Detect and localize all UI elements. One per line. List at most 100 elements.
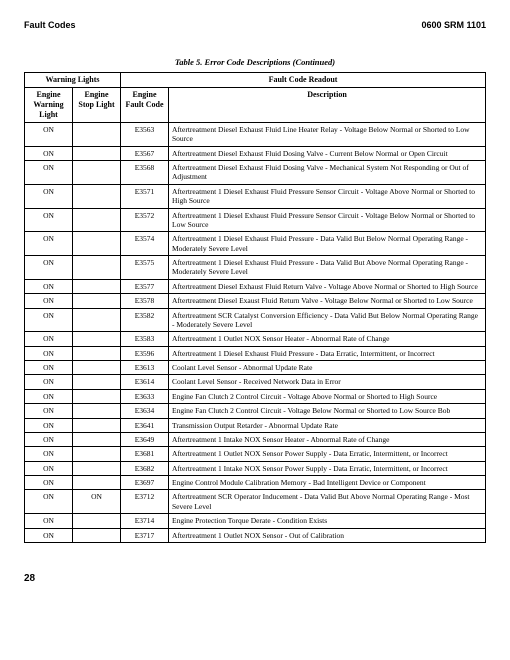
th-description: Description xyxy=(169,87,486,122)
cell-warning: ON xyxy=(25,404,73,418)
header-row-groups: Warning Lights Fault Code Readout xyxy=(25,72,486,87)
cell-stop xyxy=(73,447,121,461)
fault-codes-table: Warning Lights Fault Code Readout Engine… xyxy=(24,72,486,543)
cell-warning: ON xyxy=(25,332,73,346)
cell-description: Aftertreatment SCR Operator Inducement -… xyxy=(169,490,486,514)
table-row: ONE3613Coolant Level Sensor - Abnormal U… xyxy=(25,361,486,375)
cell-stop xyxy=(73,294,121,308)
header-right: 0600 SRM 1101 xyxy=(421,20,486,31)
cell-code: E3717 xyxy=(121,528,169,542)
cell-stop xyxy=(73,332,121,346)
table-row: ONE3567Aftertreatment Diesel Exhaust Flu… xyxy=(25,146,486,160)
cell-description: Aftertreatment 1 Intake NOX Sensor Power… xyxy=(169,461,486,475)
table-row: ON E3681Aftertreatment 1 Outlet NOX Senso… xyxy=(25,447,486,461)
cell-stop xyxy=(73,389,121,403)
table-row: ON E3577Aftertreatment Diesel Exhaust Flu… xyxy=(25,279,486,293)
cell-description: Coolant Level Sensor - Abnormal Update R… xyxy=(169,361,486,375)
cell-stop xyxy=(73,279,121,293)
cell-warning: ON xyxy=(25,308,73,332)
cell-stop xyxy=(73,432,121,446)
table-row: ONE3714Engine Protection Torque Derate -… xyxy=(25,514,486,528)
table-row: ONE3583Aftertreatment 1 Outlet NOX Senso… xyxy=(25,332,486,346)
cell-warning: ON xyxy=(25,184,73,208)
th-fault-readout: Fault Code Readout xyxy=(121,72,486,87)
cell-stop xyxy=(73,208,121,232)
table-row: ONE3614Coolant Level Sensor - Received N… xyxy=(25,375,486,389)
cell-warning: ON xyxy=(25,279,73,293)
cell-description: Aftertreatment 1 Outlet NOX Sensor Power… xyxy=(169,447,486,461)
table-row: ONE3563Aftertreatment Diesel Exhaust Flu… xyxy=(25,122,486,146)
header-left: Fault Codes xyxy=(24,20,76,31)
cell-code: E3641 xyxy=(121,418,169,432)
cell-stop xyxy=(73,146,121,160)
cell-code: E3633 xyxy=(121,389,169,403)
cell-description: Aftertreatment 1 Diesel Exhaust Fluid Pr… xyxy=(169,208,486,232)
table-row: ON E3578Aftertreatment Diesel Exaust Flui… xyxy=(25,294,486,308)
cell-stop xyxy=(73,361,121,375)
cell-description: Aftertreatment Diesel Exaust Fluid Retur… xyxy=(169,294,486,308)
cell-description: Engine Control Module Calibration Memory… xyxy=(169,476,486,490)
th-engine-warning: Engine Warning Light xyxy=(25,87,73,122)
cell-stop xyxy=(73,232,121,256)
cell-stop xyxy=(73,375,121,389)
table-row: ON E3572Aftertreatment 1 Diesel Exhaust F… xyxy=(25,208,486,232)
table-row: ON E3582Aftertreatment SCR Catalyst Conve… xyxy=(25,308,486,332)
cell-warning: ON xyxy=(25,161,73,185)
cell-description: Aftertreatment Diesel Exhaust Fluid Retu… xyxy=(169,279,486,293)
cell-code: E3649 xyxy=(121,432,169,446)
cell-stop xyxy=(73,528,121,542)
cell-description: Aftertreatment 1 Diesel Exhaust Fluid Pr… xyxy=(169,346,486,360)
header-row-cols: Engine Warning Light Engine Stop Light E… xyxy=(25,87,486,122)
cell-code: E3563 xyxy=(121,122,169,146)
table-row: ONE3575Aftertreatment 1 Diesel Exhaust F… xyxy=(25,256,486,280)
cell-code: E3568 xyxy=(121,161,169,185)
cell-description: Aftertreatment SCR Catalyst Conversion E… xyxy=(169,308,486,332)
table-row: ONE3634Engine Fan Clutch 2 Control Circu… xyxy=(25,404,486,418)
cell-warning: ON xyxy=(25,346,73,360)
cell-description: Aftertreatment 1 Diesel Exhaust Fluid Pr… xyxy=(169,256,486,280)
cell-warning: ON xyxy=(25,208,73,232)
cell-description: Aftertreatment 1 Diesel Exhaust Fluid Pr… xyxy=(169,184,486,208)
cell-warning: ON xyxy=(25,514,73,528)
cell-description: Transmission Output Retarder - Abnormal … xyxy=(169,418,486,432)
cell-code: E3582 xyxy=(121,308,169,332)
cell-description: Engine Fan Clutch 2 Control Circuit - Vo… xyxy=(169,404,486,418)
cell-warning: ON xyxy=(25,447,73,461)
cell-warning: ON xyxy=(25,528,73,542)
cell-code: E3577 xyxy=(121,279,169,293)
cell-stop xyxy=(73,308,121,332)
cell-warning: ON xyxy=(25,294,73,308)
th-engine-stop: Engine Stop Light xyxy=(73,87,121,122)
cell-warning: ON xyxy=(25,146,73,160)
cell-warning: ON xyxy=(25,432,73,446)
cell-warning: ON xyxy=(25,461,73,475)
cell-code: E3583 xyxy=(121,332,169,346)
cell-code: E3575 xyxy=(121,256,169,280)
cell-code: E3578 xyxy=(121,294,169,308)
cell-stop xyxy=(73,256,121,280)
cell-code: E3714 xyxy=(121,514,169,528)
th-fault-code: Engine Fault Code xyxy=(121,87,169,122)
cell-warning: ON xyxy=(25,232,73,256)
table-row: ON E3596Aftertreatment 1 Diesel Exhaust F… xyxy=(25,346,486,360)
cell-stop xyxy=(73,461,121,475)
table-row: ONE3568Aftertreatment Diesel Exhaust Flu… xyxy=(25,161,486,185)
cell-code: E3574 xyxy=(121,232,169,256)
cell-code: E3596 xyxy=(121,346,169,360)
table-body: ONE3563Aftertreatment Diesel Exhaust Flu… xyxy=(25,122,486,542)
cell-description: Aftertreatment 1 Diesel Exhaust Fluid Pr… xyxy=(169,232,486,256)
cell-code: E3571 xyxy=(121,184,169,208)
cell-code: E3572 xyxy=(121,208,169,232)
cell-code: E3613 xyxy=(121,361,169,375)
table-row: ONE3633Engine Fan Clutch 2 Control Circu… xyxy=(25,389,486,403)
cell-stop xyxy=(73,122,121,146)
cell-code: E3567 xyxy=(121,146,169,160)
cell-stop xyxy=(73,346,121,360)
cell-warning: ON xyxy=(25,389,73,403)
page-number: 28 xyxy=(24,573,486,586)
table-row: ONONE3712Aftertreatment SCR Operator Ind… xyxy=(25,490,486,514)
cell-stop xyxy=(73,514,121,528)
cell-code: E3614 xyxy=(121,375,169,389)
cell-code: E3681 xyxy=(121,447,169,461)
cell-description: Aftertreatment Diesel Exhaust Fluid Line… xyxy=(169,122,486,146)
